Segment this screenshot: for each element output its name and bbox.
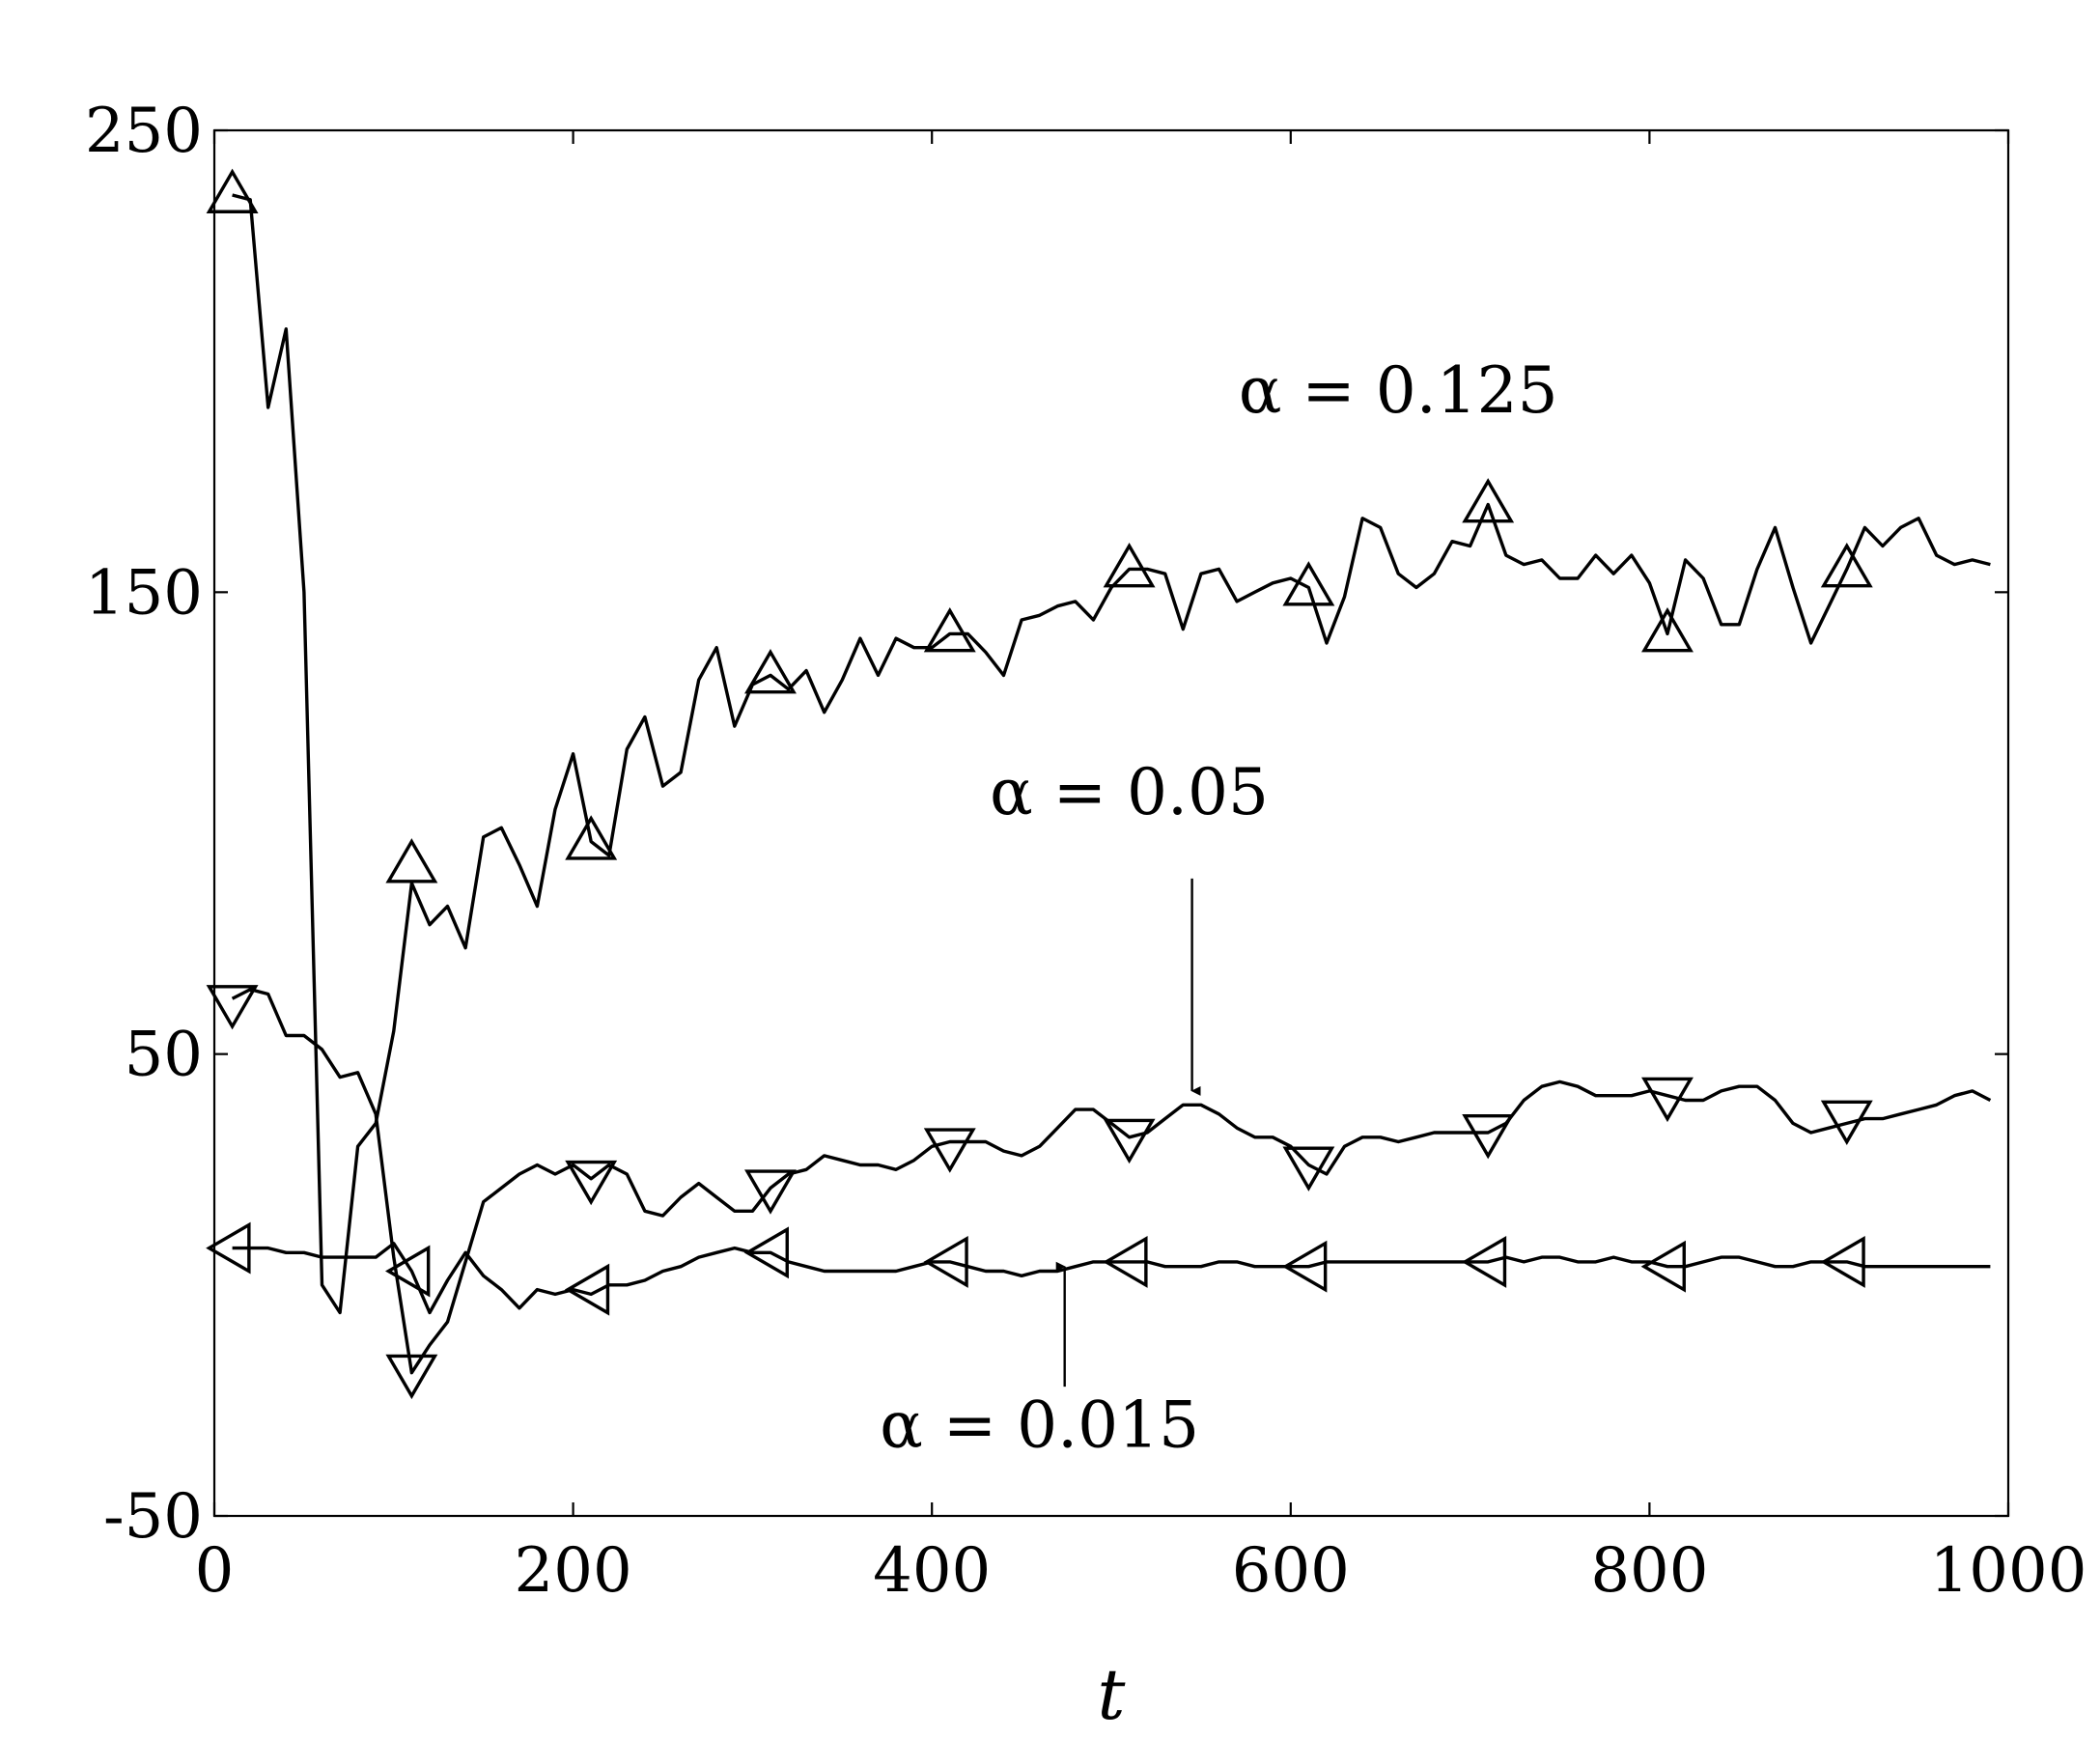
x-tick-label: 600	[1232, 1535, 1350, 1607]
x-tick-label: 200	[515, 1535, 632, 1607]
triangle-left-marker	[743, 1226, 789, 1279]
series-annotation: α = 0.125	[1239, 353, 1558, 428]
triangle-left-marker	[564, 1263, 610, 1316]
axis-tick-labels: 0 200 400 600 800 1000 -50 50 150 250	[85, 96, 2087, 1607]
plot-frame	[212, 128, 2010, 1518]
x-tick-label: 800	[1590, 1535, 1708, 1607]
triangle-up-marker	[1103, 543, 1156, 588]
triangle-left-marker	[1281, 1240, 1328, 1293]
series-layer	[231, 193, 1992, 1375]
series-line-2	[232, 1242, 1991, 1315]
triangle-up-marker	[923, 607, 976, 653]
x-axis-label: t	[1098, 1654, 1127, 1735]
marker-layer	[206, 168, 1873, 1400]
triangle-left-marker	[1640, 1240, 1686, 1293]
series-line-1	[231, 987, 1992, 1375]
triangle-left-marker	[206, 1221, 251, 1275]
triangle-up-marker	[565, 815, 618, 860]
x-tick-label: 1000	[1930, 1535, 2087, 1607]
triangle-down-marker	[1820, 1100, 1873, 1146]
y-tick-label: 250	[85, 96, 203, 167]
series-annotation: α = 0.05	[990, 755, 1269, 829]
triangle-down-marker	[1462, 1114, 1515, 1160]
x-tick-label: 400	[873, 1535, 991, 1607]
triangle-left-marker	[1461, 1235, 1507, 1288]
triangle-down-marker	[923, 1128, 976, 1173]
triangle-up-marker	[1462, 478, 1515, 523]
triangle-down-marker	[1641, 1077, 1694, 1123]
series-line-0	[232, 193, 1991, 1315]
triangle-down-marker	[1282, 1146, 1335, 1191]
y-tick-label: -50	[103, 1481, 203, 1553]
triangle-down-marker	[565, 1160, 618, 1206]
triangle-left-marker	[1103, 1235, 1148, 1288]
triangle-up-marker	[1641, 607, 1694, 653]
triangle-left-marker	[384, 1245, 431, 1298]
annotation-layer: α = 0.05 α = 0.015 α = 0.125	[880, 353, 1557, 1462]
triangle-left-marker	[923, 1235, 968, 1288]
triangle-down-marker	[1103, 1118, 1156, 1164]
triangle-up-marker	[1820, 543, 1873, 588]
y-tick-label: 150	[85, 557, 203, 629]
triangle-up-marker	[1282, 561, 1335, 606]
triangle-up-marker	[206, 168, 259, 213]
y-tick-label: 50	[125, 1020, 203, 1091]
triangle-down-marker	[385, 1354, 438, 1400]
series-annotation: α = 0.015	[880, 1388, 1199, 1462]
triangle-down-marker	[206, 985, 259, 1030]
triangle-down-marker	[744, 1169, 797, 1215]
triangle-left-marker	[1820, 1235, 1865, 1288]
triangle-up-marker	[744, 649, 797, 694]
x-tick-label: 0	[195, 1535, 235, 1607]
axis-ticks	[212, 128, 2010, 1518]
triangle-up-marker	[385, 838, 438, 883]
